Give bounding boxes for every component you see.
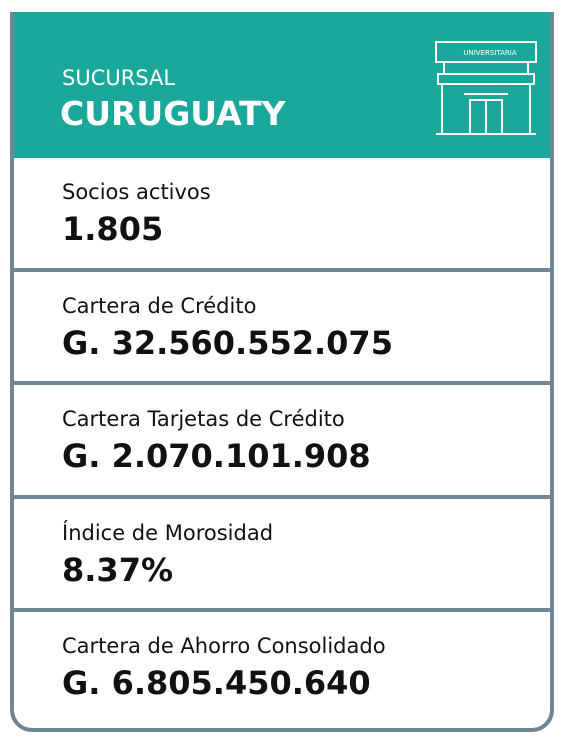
stat-row: Cartera Tarjetas de Crédito G. 2.070.101.… [14, 385, 550, 499]
stat-row: Índice de Morosidad 8.37% [14, 499, 550, 612]
stat-value: 8.37% [62, 550, 174, 589]
stat-label: Índice de Morosidad [62, 520, 274, 545]
header: SUCURSAL CURUGUATY UNIVERSITARIA [14, 12, 550, 158]
stat-value: G. 32.560.552.075 [62, 323, 393, 362]
branch-name: CURUGUATY [60, 94, 286, 133]
stat-label: Socios activos [62, 180, 211, 204]
header-label: SUCURSAL [62, 66, 176, 90]
stat-label: Cartera Tarjetas de Crédito [62, 407, 345, 431]
stat-row: Cartera de Crédito G. 32.560.552.075 [14, 272, 550, 385]
card: SUCURSAL CURUGUATY UNIVERSITARIA Socios … [10, 12, 554, 732]
rows: Socios activos 1.805 Cartera de Crédito G. … [14, 158, 550, 726]
stat-label: Cartera de Ahorro Consolidado [62, 634, 386, 658]
stat-value: 1.805 [62, 210, 164, 248]
stat-row: Cartera de Ahorro Consolidado G. 6.805.45… [14, 612, 550, 726]
stat-label: Cartera de Crédito [62, 293, 257, 318]
stat-value: G. 2.070.101.908 [62, 437, 371, 475]
logo-text: UNIVERSITARIA [463, 49, 516, 57]
building-icon: UNIVERSITARIA [435, 41, 537, 135]
stat-value: G. 6.805.450.640 [62, 664, 371, 702]
stat-row: Socios activos 1.805 [14, 158, 550, 272]
